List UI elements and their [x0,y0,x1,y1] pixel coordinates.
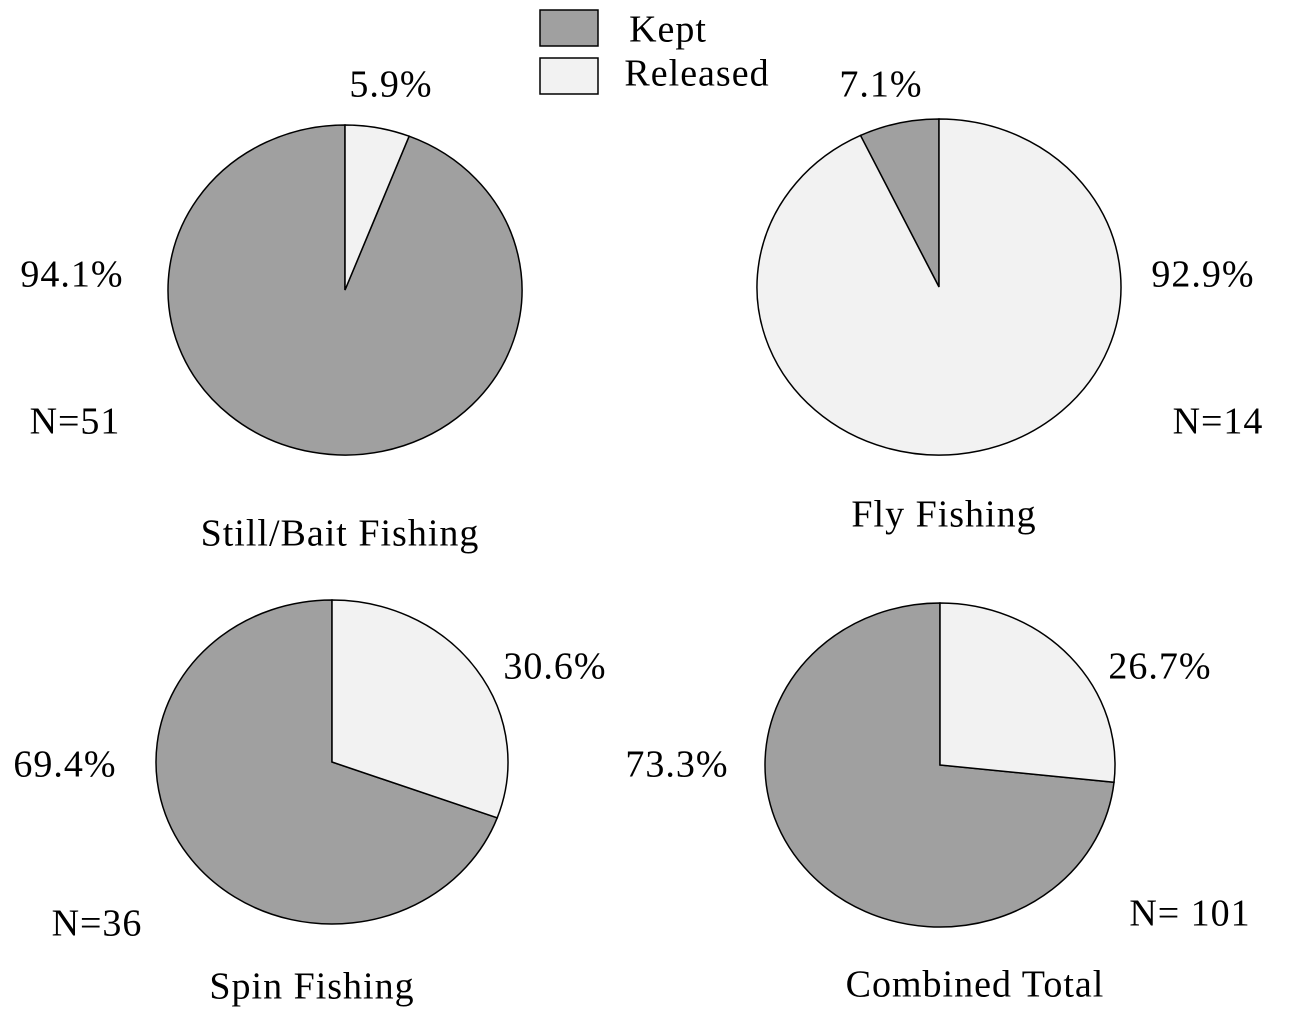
legend: Kept Released [539,9,769,95]
annotation: N=51 [30,401,121,443]
value-label: 30.6% [503,646,606,688]
value-label: 69.4% [13,744,116,786]
chart-title: Combined Total [846,964,1105,1006]
annotation: N=36 [52,903,143,945]
value-label: 92.9% [1151,254,1254,296]
legend-label: Kept [629,9,707,51]
annotation: N=14 [1173,401,1264,443]
pie-slice [155,599,499,925]
pie-slice [756,118,1122,456]
chart-title: Still/Bait Fishing [201,513,480,555]
annotation: N= 101 [1129,893,1250,935]
value-label: 73.3% [625,744,728,786]
pie-slice [331,599,509,819]
legend-swatch [539,9,599,47]
value-label: 94.1% [20,254,123,296]
chart-title: Fly Fishing [851,494,1036,536]
value-label: 7.1% [839,64,922,106]
pie-slice [344,124,411,291]
value-label: 5.9% [349,64,432,106]
chart-title: Spin Fishing [209,966,414,1008]
value-label: 26.7% [1108,646,1211,688]
legend-label: Released [624,53,769,95]
pie-slice [939,602,1116,784]
legend-swatch [539,57,599,95]
